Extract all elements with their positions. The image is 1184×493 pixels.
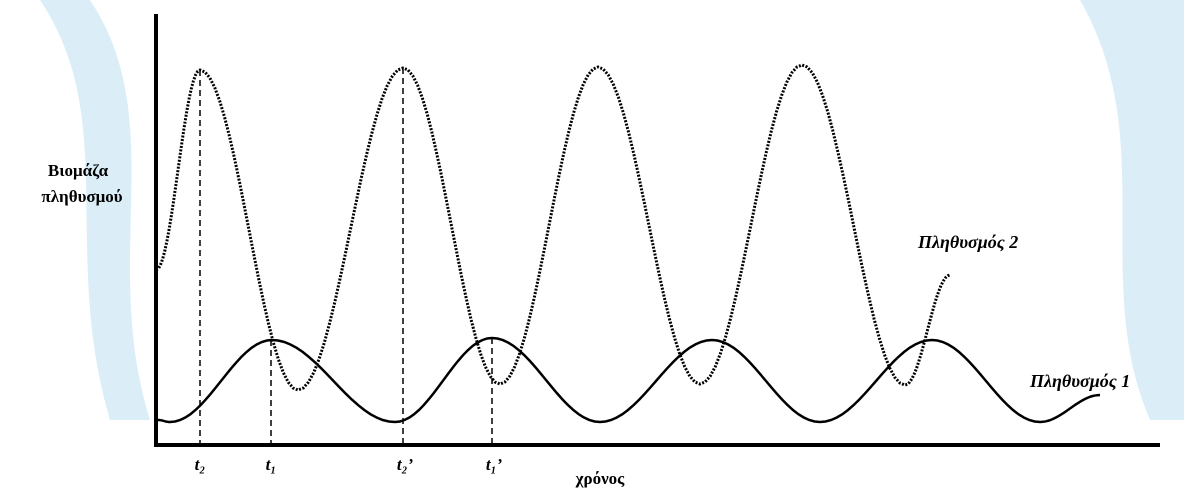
time-marker: t₂: [195, 455, 206, 474]
curve-label: Πληθυσμός 2: [917, 232, 1018, 252]
time-marker: t₁’: [486, 455, 503, 474]
x-axis-label: χρόνος: [575, 469, 626, 488]
page: {"y_axis_label": {"line1": "Βιομάζα", "l…: [0, 0, 1184, 493]
watermark: [40, 0, 1184, 420]
y-axis-label-line2: πληθυσμού: [41, 187, 122, 206]
time-marker: t₂’: [397, 455, 414, 474]
population-1-curve: [158, 338, 1100, 422]
curve-label: Πληθυσμός 1: [1029, 371, 1130, 391]
time-marker: t₁: [266, 455, 277, 474]
y-axis-label-line1: Βιομάζα: [48, 161, 109, 180]
diagram: Βιομάζα πληθυσμού χρόνος Πληθυσμός 2 Πλη…: [0, 0, 1184, 493]
